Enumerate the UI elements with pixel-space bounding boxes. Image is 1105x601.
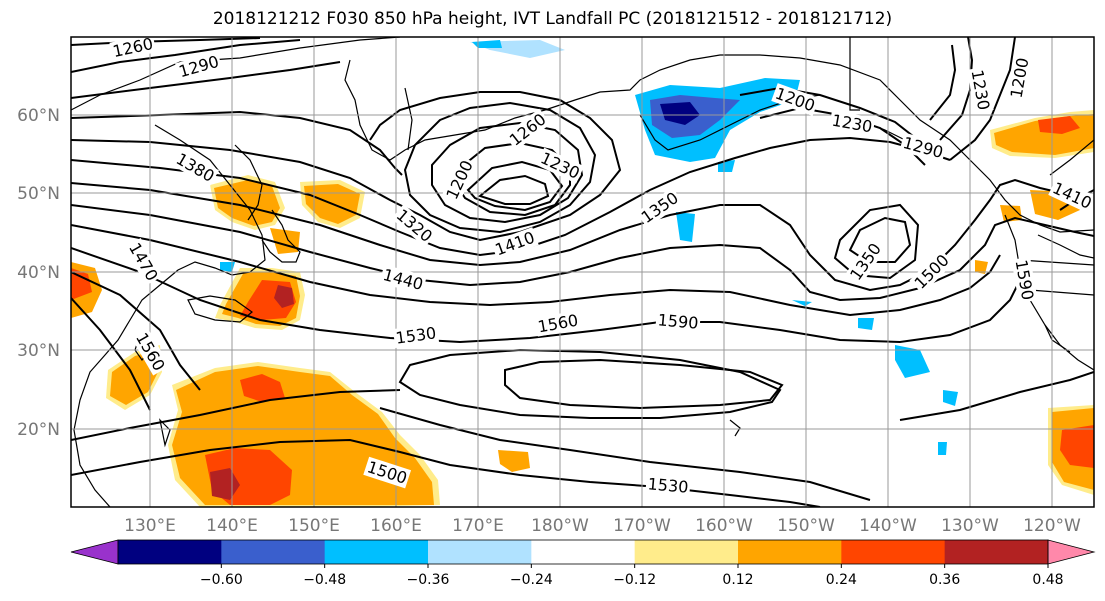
lon-label: 160°W — [695, 516, 753, 536]
lon-label: 120°W — [1023, 516, 1081, 536]
colorbar-tick-label: 0.24 — [826, 572, 857, 588]
lon-label: 160°E — [370, 516, 422, 536]
lon-label: 170°E — [452, 516, 504, 536]
colorbar-tick-label: −0.60 — [200, 572, 243, 588]
colorbar-extend-max — [1047, 539, 1096, 565]
lon-label: 130°W — [941, 516, 999, 536]
colorbar: −0.60 −0.48 −0.36 −0.24 −0.12 0.12 0.24 0.36 0.4… — [70, 539, 1096, 588]
lat-label: 50°N — [17, 184, 60, 204]
contour-label: 1530 — [647, 474, 689, 496]
lon-label: 140°E — [206, 516, 258, 536]
lon-label: 170°W — [613, 516, 671, 536]
contour-label: 1590 — [657, 310, 699, 332]
ivt-positive-shading — [71, 110, 1094, 507]
map-border — [70, 36, 1095, 508]
colorbar-tick-label: 0.12 — [722, 572, 753, 588]
colorbar-tick-label: −0.12 — [613, 572, 656, 588]
gridlines — [71, 37, 1094, 507]
colorbar-cell — [944, 540, 1049, 564]
height-contours — [71, 37, 1094, 507]
lon-label: 130°E — [124, 516, 176, 536]
lat-label: 20°N — [17, 420, 60, 440]
colorbar-tick-label: 0.36 — [929, 572, 960, 588]
map-title: 2018121212 F030 850 hPa height, IVT Land… — [212, 9, 893, 29]
lon-label: 150°W — [777, 516, 835, 536]
colorbar-cell — [841, 540, 946, 564]
lat-label: 30°N — [17, 341, 60, 361]
lon-label: 140°W — [859, 516, 917, 536]
colorbar-tick-label: 0.48 — [1032, 572, 1063, 588]
colorbar-tick-label: −0.48 — [303, 572, 346, 588]
lat-label: 60°N — [17, 106, 60, 126]
ivt-negative-shading — [220, 40, 958, 455]
lat-label: 40°N — [17, 263, 60, 283]
colorbar-cell — [531, 540, 636, 564]
lon-label: 180°W — [531, 516, 589, 536]
longitude-labels: 130°E 140°E 150°E 160°E 170°E 180°W 170°… — [124, 516, 1081, 536]
colorbar-cell — [324, 540, 429, 564]
lon-label: 150°E — [288, 516, 340, 536]
colorbar-cell — [428, 540, 532, 564]
latitude-labels: 60°N 50°N 40°N 30°N 20°N — [17, 106, 60, 440]
colorbar-cell — [738, 540, 842, 564]
colorbar-tick-label: −0.36 — [407, 572, 450, 588]
colorbar-tick-label: −0.24 — [510, 572, 553, 588]
colorbar-cell — [118, 540, 222, 564]
colorbar-frame — [117, 539, 1049, 565]
colorbar-extend-min — [70, 539, 119, 565]
colorbar-cell — [634, 540, 739, 564]
colorbar-cell — [221, 540, 326, 564]
